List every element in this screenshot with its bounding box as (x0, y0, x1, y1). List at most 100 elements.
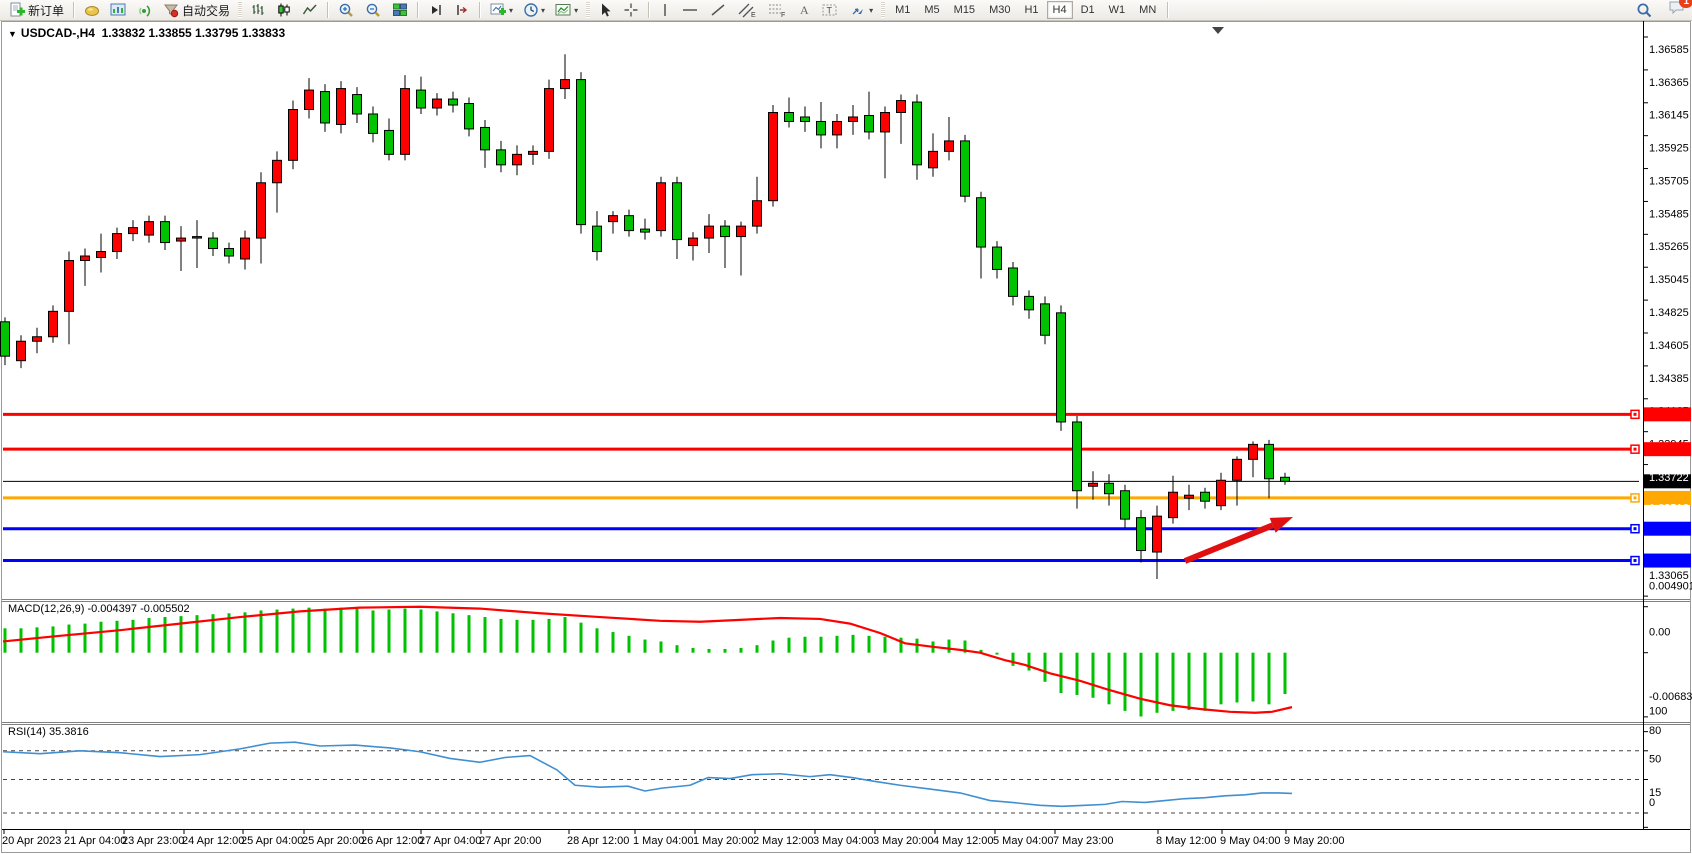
svg-text:F: F (781, 12, 785, 18)
timeframe-button-M15[interactable]: M15 (953, 4, 976, 16)
candle (1184, 494, 1194, 499)
trendline-tool-button[interactable] (705, 0, 731, 21)
tile-windows-icon (392, 2, 408, 18)
timeframe-button-M30[interactable]: M30 (989, 4, 1011, 16)
notifications-button[interactable]: 1 (1668, 0, 1692, 21)
line-chart-icon (302, 2, 318, 18)
candle (16, 340, 26, 362)
fibonacci-icon: F (767, 2, 787, 18)
new-order-button[interactable]: 新订单 (5, 0, 68, 21)
price-badge (1644, 407, 1691, 422)
candlestick-icon (276, 2, 292, 18)
candle (256, 182, 266, 239)
candle (272, 159, 282, 184)
chart-shift-button[interactable] (450, 0, 474, 21)
separator (1167, 2, 1170, 18)
horizontal-line-tool-button[interactable] (677, 0, 703, 21)
price-badge-label: 1.34281 (1649, 388, 1689, 400)
candle (832, 120, 842, 136)
candle (928, 150, 938, 169)
chart-shift-marker[interactable] (1212, 27, 1224, 34)
rsi-line (2, 741, 1293, 808)
hline-marker-dot (1633, 559, 1637, 563)
candle (80, 255, 90, 262)
price-tick-label: 1.36145 (1649, 110, 1689, 122)
candle (1024, 295, 1034, 311)
cursor-tool-button[interactable] (594, 0, 617, 21)
text-tool-button[interactable]: A (793, 0, 815, 21)
candle (320, 91, 330, 124)
autotrade-button[interactable]: 自动交易 (159, 0, 234, 21)
candle-chart-type-button[interactable] (272, 0, 296, 21)
price-tick-label: 1.36805 (1649, 21, 1689, 23)
arrows-tool-button[interactable]: ▾ (845, 0, 877, 21)
channel-tool-button[interactable]: E (733, 0, 761, 21)
search-button[interactable] (1632, 0, 1657, 21)
chart-ohlc-values: 1.33832 1.33855 1.33795 1.33833 (101, 26, 286, 40)
autotrade-icon (163, 2, 179, 18)
timeframe-button-M1[interactable]: M1 (895, 4, 911, 16)
templates-button[interactable]: ▾ (551, 0, 582, 21)
candle (208, 237, 218, 250)
template-icon (555, 2, 572, 18)
time-label: 1 May 20:00 (693, 835, 754, 847)
toolbar-grip (881, 2, 886, 18)
price-tick-label: 1.35045 (1649, 274, 1689, 286)
hline-marker-dot (1633, 527, 1637, 531)
separator (648, 2, 651, 18)
notification-badge: 1 (1679, 0, 1692, 8)
candle (512, 153, 522, 166)
candle (720, 225, 730, 238)
timeframe-button-D1[interactable]: D1 (1080, 4, 1095, 16)
equidistant-channel-icon: E (737, 2, 757, 18)
market-watch-button[interactable] (80, 0, 104, 21)
candle (352, 94, 362, 115)
time-label: 24 Apr 12:00 (182, 835, 244, 847)
timeframe-button-W1[interactable]: W1 (1108, 4, 1126, 16)
price-badge (1644, 553, 1691, 568)
arrows-icon (849, 2, 867, 18)
vertical-line-tool-button[interactable] (655, 0, 675, 21)
crosshair-icon (623, 2, 639, 18)
trend-arrow-head[interactable] (1269, 517, 1293, 533)
chart-canvas[interactable]: 1.36805 1.36585 1.36365 1.36145 1.35925 1.357… (0, 21, 1692, 854)
candle (128, 227, 138, 235)
crosshair-tool-button[interactable] (619, 0, 643, 21)
timeframe-button-M5[interactable]: M5 (924, 4, 940, 16)
chart-window-button[interactable] (106, 0, 131, 21)
price-tick-label: 1.36585 (1649, 44, 1689, 56)
separator (417, 2, 420, 18)
new-chart-button[interactable]: ▾ (486, 0, 517, 21)
zoom-out-button[interactable] (361, 0, 386, 21)
candle (768, 111, 778, 202)
line-chart-type-button[interactable] (298, 0, 322, 21)
text-label-tool-button[interactable]: T (817, 0, 843, 21)
candle (224, 248, 234, 257)
timeframe-button-MN[interactable]: MN (1139, 4, 1157, 16)
periods-button[interactable]: ▾ (519, 0, 549, 21)
auto-scroll-button[interactable] (424, 0, 448, 21)
candle (192, 236, 202, 239)
fibonacci-tool-button[interactable]: F (763, 0, 791, 21)
candle (400, 88, 410, 155)
candle (576, 79, 586, 226)
candle (752, 200, 762, 227)
trend-arrow[interactable] (1183, 522, 1274, 564)
candle (0, 321, 10, 357)
candle (448, 98, 458, 106)
timeframe-button-H4[interactable]: H4 (1046, 1, 1073, 19)
tile-windows-button[interactable] (388, 0, 412, 21)
candle (544, 88, 554, 152)
zoom-in-button[interactable] (334, 0, 359, 21)
candle (672, 182, 682, 241)
zoom-out-icon (365, 2, 382, 18)
signals-button[interactable] (133, 0, 157, 21)
bar-chart-type-button[interactable] (246, 0, 270, 21)
rsi-indicator-label: RSI(14) 35.3816 (8, 726, 89, 738)
candle (1120, 490, 1130, 520)
candle (848, 116, 858, 122)
one-click-collapse-icon[interactable]: ▼ (8, 29, 17, 39)
candle (496, 149, 506, 166)
timeframe-button-H1[interactable]: H1 (1024, 4, 1039, 16)
new-chart-icon (490, 2, 507, 18)
